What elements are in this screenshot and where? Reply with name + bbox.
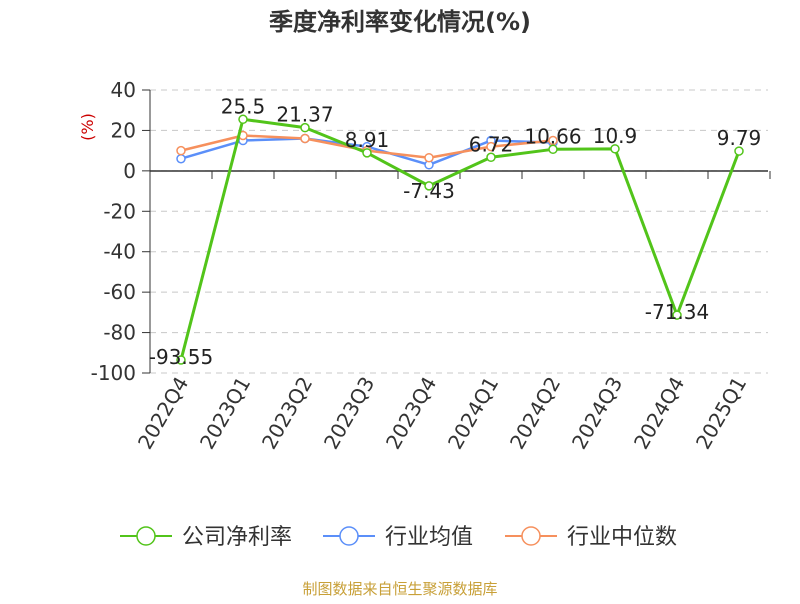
y-tick-label: 20 — [111, 118, 136, 142]
x-tick-label: 2022Q4 — [133, 373, 193, 454]
data-label: -71.34 — [645, 300, 709, 324]
legend-label-industry_mean: 行业均值 — [385, 525, 473, 550]
data-point-industry_median — [548, 135, 558, 146]
y-tick-label: -60 — [103, 280, 136, 304]
data-label: 10.9 — [593, 124, 638, 148]
y-tick-label: -40 — [103, 240, 136, 264]
data-label: -7.43 — [403, 179, 455, 203]
data-point-company — [176, 355, 186, 365]
legend-marker-industry_median — [521, 526, 541, 546]
y-tick-label: 0 — [123, 159, 136, 183]
data-point-company — [362, 148, 372, 158]
y-tick-label: -100 — [91, 361, 136, 385]
legend-marker-industry_mean — [339, 526, 359, 546]
source-note: 制图数据来自恒生聚源数据库 — [302, 580, 497, 598]
x-tick-label: 2023Q2 — [257, 373, 317, 454]
data-point-company — [300, 122, 310, 133]
data-label: 9.79 — [717, 126, 762, 150]
data-point-company — [548, 144, 558, 155]
x-tick-label: 2025Q1 — [691, 373, 751, 454]
series-lines — [176, 114, 744, 365]
legend-label-company: 公司净利率 — [182, 525, 292, 550]
grid-lines — [150, 89, 768, 374]
chart-title: 季度净利率变化情况(%) — [269, 8, 531, 36]
y-tick-label: -80 — [103, 321, 136, 345]
data-point-company — [672, 310, 682, 320]
data-point-industry_median — [424, 152, 434, 163]
data-label: 8.91 — [345, 128, 390, 152]
data-label: -93.55 — [149, 345, 213, 369]
x-tick-label: 2024Q2 — [505, 373, 565, 454]
data-point-company — [610, 144, 620, 154]
legend-marker-company — [136, 526, 156, 546]
data-label: 25.5 — [221, 94, 266, 118]
legend: 公司净利率 行业均值 行业中位数 — [120, 525, 677, 550]
y-tick-label: -20 — [103, 199, 136, 223]
series-line-company — [179, 117, 741, 361]
y-tick-label: 40 — [111, 78, 136, 102]
data-point-company — [734, 146, 744, 156]
x-tick-label: 2023Q1 — [195, 373, 255, 454]
y-axis-label: (%) — [78, 113, 97, 141]
x-tick-label: 2024Q3 — [567, 373, 627, 454]
data-point-company — [238, 114, 248, 125]
data-point-industry_median — [300, 133, 310, 144]
x-tick-label: 2024Q4 — [629, 373, 689, 454]
data-labels: -93.55 25.5 21.37 8.91 -7.43 6.72 10.66 10.9 -71… — [149, 94, 762, 369]
data-label: 21.37 — [276, 103, 333, 127]
data-point-company — [424, 181, 434, 191]
data-point-industry_mean — [176, 153, 186, 164]
x-tick-label: 2024Q1 — [443, 373, 503, 454]
data-point-company — [486, 152, 496, 163]
x-tick-label: 2023Q4 — [381, 373, 441, 454]
data-label: 10.66 — [524, 124, 581, 148]
data-point-industry_median — [486, 141, 496, 152]
legend-label-industry_median: 行业中位数 — [567, 525, 677, 550]
x-tick-label: 2023Q3 — [319, 373, 379, 454]
data-label: 6.72 — [469, 132, 514, 156]
data-point-industry_median — [176, 145, 186, 156]
